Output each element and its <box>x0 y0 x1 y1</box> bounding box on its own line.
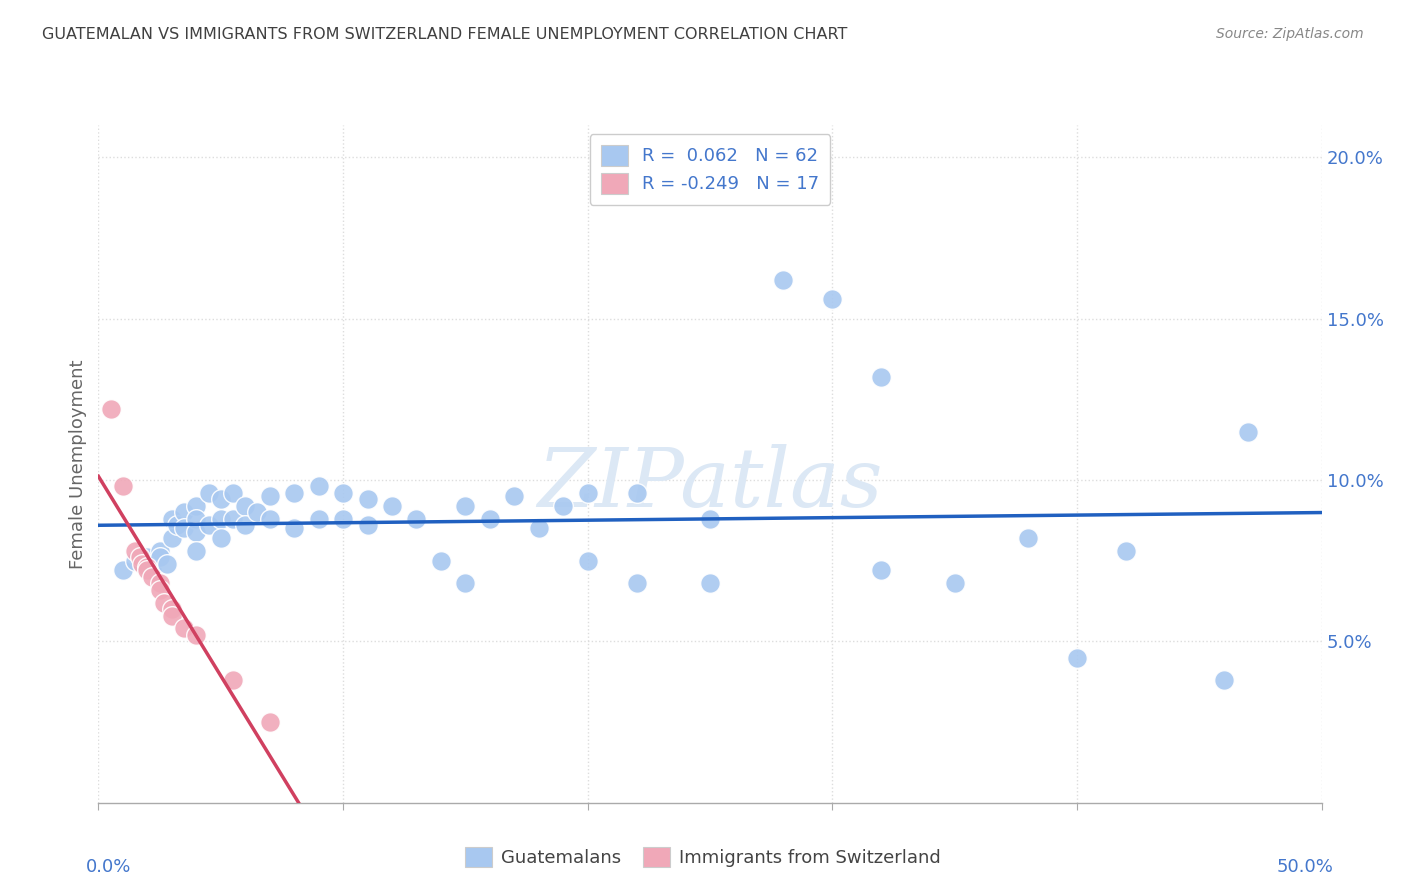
Point <box>332 486 354 500</box>
Point <box>454 576 477 591</box>
Point <box>576 486 599 500</box>
Point <box>136 560 159 574</box>
Point <box>772 273 794 287</box>
Point <box>699 576 721 591</box>
Point <box>186 512 208 526</box>
Point <box>233 518 256 533</box>
Point <box>100 401 122 416</box>
Point <box>259 512 281 526</box>
Point <box>943 576 966 591</box>
Point <box>149 550 172 565</box>
Point <box>136 557 159 571</box>
Point <box>197 486 219 500</box>
Legend: Guatemalans, Immigrants from Switzerland: Guatemalans, Immigrants from Switzerland <box>458 839 948 874</box>
Point <box>136 550 159 565</box>
Point <box>131 557 153 571</box>
Point <box>527 521 550 535</box>
Point <box>356 518 378 533</box>
Point <box>160 531 183 545</box>
Point <box>111 563 134 577</box>
Point <box>124 554 146 568</box>
Point <box>186 524 208 539</box>
Point <box>381 499 404 513</box>
Point <box>129 550 152 565</box>
Point <box>870 369 893 384</box>
Point <box>186 628 208 642</box>
Point <box>430 554 453 568</box>
Point <box>405 512 427 526</box>
Point <box>222 486 245 500</box>
Point <box>1066 650 1088 665</box>
Point <box>160 512 183 526</box>
Point <box>149 576 172 591</box>
Point <box>699 512 721 526</box>
Point <box>141 570 163 584</box>
Point <box>246 505 269 519</box>
Point <box>576 554 599 568</box>
Point <box>160 602 183 616</box>
Point <box>153 596 176 610</box>
Point <box>259 715 281 730</box>
Point <box>136 563 159 577</box>
Point <box>283 486 305 500</box>
Point <box>478 512 501 526</box>
Point <box>209 512 232 526</box>
Point <box>1212 673 1234 687</box>
Point <box>308 479 330 493</box>
Point <box>1237 425 1260 439</box>
Point <box>111 479 134 493</box>
Point <box>173 622 195 636</box>
Point <box>141 563 163 577</box>
Point <box>1017 531 1039 545</box>
Point <box>186 544 208 558</box>
Point <box>1115 544 1137 558</box>
Point <box>454 499 477 513</box>
Point <box>209 531 232 545</box>
Point <box>173 521 195 535</box>
Point <box>173 505 195 519</box>
Point <box>626 486 648 500</box>
Point <box>160 608 183 623</box>
Text: ZIPatlas: ZIPatlas <box>537 444 883 524</box>
Point <box>166 518 188 533</box>
Point <box>209 492 232 507</box>
Point <box>308 512 330 526</box>
Point <box>332 512 354 526</box>
Legend: R =  0.062   N = 62, R = -0.249   N = 17: R = 0.062 N = 62, R = -0.249 N = 17 <box>591 134 830 204</box>
Point <box>503 489 526 503</box>
Point <box>149 544 172 558</box>
Point <box>553 499 575 513</box>
Text: Source: ZipAtlas.com: Source: ZipAtlas.com <box>1216 27 1364 41</box>
Point <box>124 544 146 558</box>
Point <box>233 499 256 513</box>
Point <box>356 492 378 507</box>
Y-axis label: Female Unemployment: Female Unemployment <box>69 359 87 568</box>
Point <box>870 563 893 577</box>
Point <box>149 582 172 597</box>
Point <box>186 499 208 513</box>
Point <box>283 521 305 535</box>
Point <box>156 557 179 571</box>
Text: 50.0%: 50.0% <box>1277 858 1334 876</box>
Point <box>222 512 245 526</box>
Point <box>259 489 281 503</box>
Point <box>222 673 245 687</box>
Text: GUATEMALAN VS IMMIGRANTS FROM SWITZERLAND FEMALE UNEMPLOYMENT CORRELATION CHART: GUATEMALAN VS IMMIGRANTS FROM SWITZERLAN… <box>42 27 848 42</box>
Point <box>626 576 648 591</box>
Point <box>821 292 844 306</box>
Point <box>197 518 219 533</box>
Text: 0.0%: 0.0% <box>86 858 132 876</box>
